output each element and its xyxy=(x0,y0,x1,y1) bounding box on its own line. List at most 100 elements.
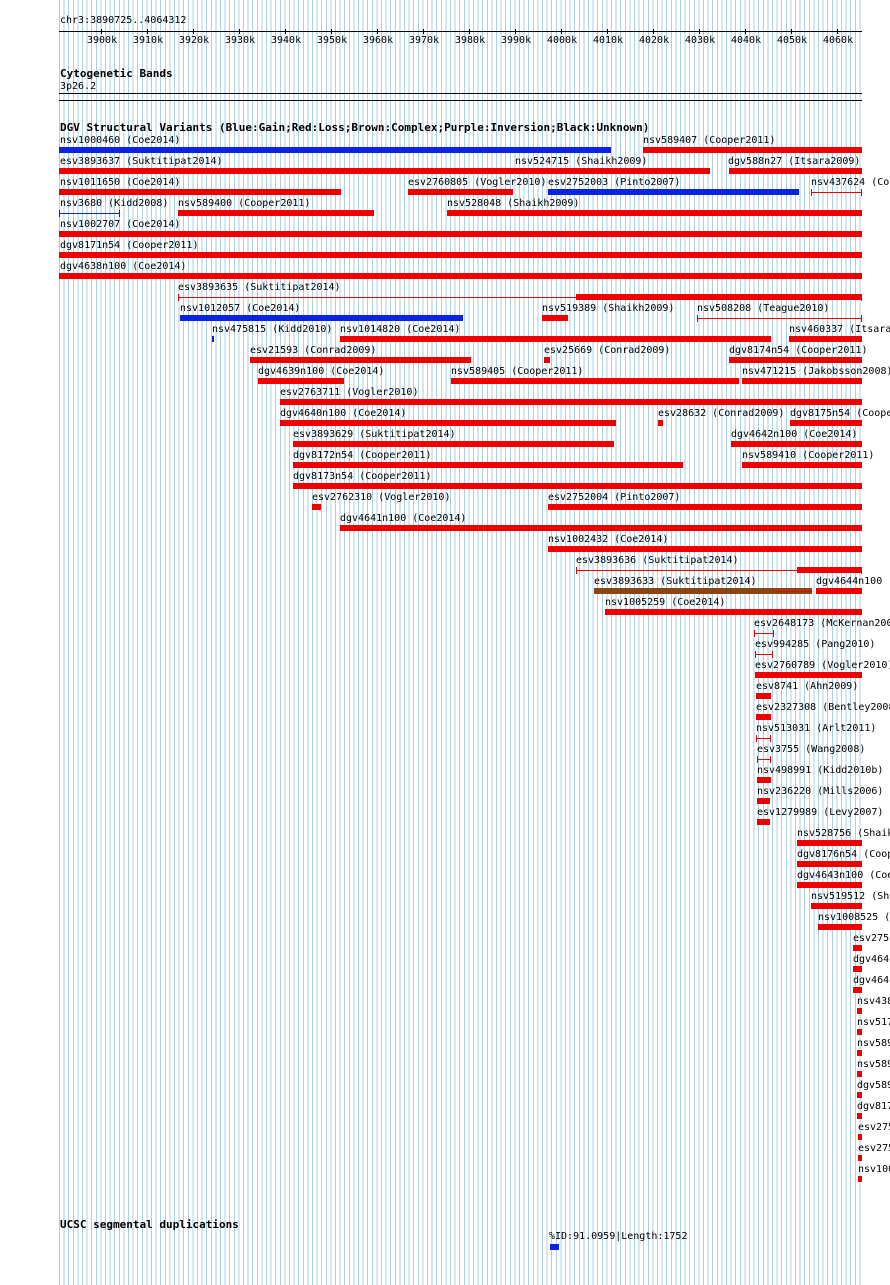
variant-label[interactable]: dgv8171n54 (Cooper2011) xyxy=(60,240,199,251)
variant-label[interactable]: nsv508208 (Teague2010) xyxy=(697,303,830,314)
variant-label[interactable]: nsv519389 (Shaikh2009) xyxy=(542,303,675,314)
variant-label[interactable]: esv21593 (Conrad2009) xyxy=(250,345,377,356)
variant-bar[interactable] xyxy=(258,378,344,384)
variant-label[interactable]: dgv8174n54 (Cooper2011) xyxy=(729,345,868,356)
variant-label[interactable]: dgv4641n100 (Coe2014) xyxy=(340,513,467,524)
variant-line[interactable] xyxy=(757,759,771,760)
variant-label[interactable]: dgv589 xyxy=(857,1080,890,1091)
variant-bar[interactable] xyxy=(576,294,862,300)
variant-label[interactable]: esv25669 (Conrad2009) xyxy=(544,345,671,356)
variant-label[interactable]: nsv589407 (Cooper2011) xyxy=(643,135,776,146)
variant-label[interactable]: dgv4643n100 (Coe xyxy=(797,870,890,881)
variant-bar[interactable] xyxy=(858,1134,862,1140)
variant-label[interactable]: nsv438 xyxy=(857,996,890,1007)
variant-label[interactable]: nsv498991 (Kidd2010b) xyxy=(757,765,884,776)
variant-label[interactable]: esv2648173 (McKernan200 xyxy=(754,618,890,629)
variant-bar[interactable] xyxy=(797,861,862,867)
variant-bar[interactable] xyxy=(857,1092,862,1098)
variant-label[interactable]: dgv4644n100 ( xyxy=(816,576,890,587)
variant-bar[interactable] xyxy=(658,420,663,426)
variant-bar[interactable] xyxy=(548,189,799,195)
variant-bar[interactable] xyxy=(548,546,862,552)
variant-line[interactable] xyxy=(178,297,862,298)
variant-bar[interactable] xyxy=(178,210,374,216)
variant-label[interactable]: nsv513031 (Arlt2011) xyxy=(756,723,877,734)
variant-label[interactable]: nsv460337 (Itsara xyxy=(789,324,890,335)
variant-bar[interactable] xyxy=(797,840,862,846)
variant-label[interactable]: dgv8173n54 (Cooper2011) xyxy=(293,471,432,482)
variant-label[interactable]: nsv100 xyxy=(858,1164,890,1175)
variant-label[interactable]: nsv3680 (Kidd2008) xyxy=(60,198,169,209)
variant-label[interactable]: esv3893629 (Suktitipat2014) xyxy=(293,429,456,440)
variant-line[interactable] xyxy=(776,591,812,592)
variant-bar[interactable] xyxy=(857,1113,862,1119)
variant-label[interactable]: nsv589405 (Cooper2011) xyxy=(451,366,584,377)
variant-bar[interactable] xyxy=(312,504,321,510)
variant-bar[interactable] xyxy=(59,189,341,195)
variant-label[interactable]: esv28632 (Conrad2009) xyxy=(658,408,785,419)
variant-label[interactable]: esv1279989 (Levy2007) xyxy=(757,807,884,818)
variant-bar[interactable] xyxy=(857,1071,862,1077)
variant-bar[interactable] xyxy=(857,1050,862,1056)
variant-label[interactable]: dgv464 xyxy=(853,975,890,986)
cytoband-label[interactable]: 3p26.2 xyxy=(60,81,97,92)
variant-label[interactable]: esv275 xyxy=(858,1122,890,1133)
variant-label[interactable]: nsv528756 (Shaik xyxy=(797,828,890,839)
variant-label[interactable]: esv2752003 (Pinto2007) xyxy=(548,177,681,188)
variant-label[interactable]: nsv589410 (Cooper2011) xyxy=(742,450,875,461)
variant-bar[interactable] xyxy=(340,525,862,531)
variant-label[interactable]: esv2327308 (Bentley2008 xyxy=(756,702,890,713)
variant-bar[interactable] xyxy=(605,609,862,615)
variant-label[interactable]: nsv1005259 (Coe2014) xyxy=(605,597,726,608)
variant-label[interactable]: dgv8176n54 (Coop xyxy=(797,849,890,860)
variant-label[interactable]: esv275 xyxy=(853,933,890,944)
variant-bar[interactable] xyxy=(548,504,862,510)
variant-bar[interactable] xyxy=(731,441,862,447)
variant-label[interactable]: nsv589 xyxy=(857,1059,890,1070)
variant-label[interactable]: dgv817 xyxy=(857,1101,890,1112)
variant-bar[interactable] xyxy=(858,1155,862,1161)
variant-label[interactable]: esv3893636 (Suktitipat2014) xyxy=(576,555,739,566)
variant-bar[interactable] xyxy=(818,924,862,930)
variant-bar[interactable] xyxy=(180,315,463,321)
variant-bar[interactable] xyxy=(797,567,862,573)
variant-bar[interactable] xyxy=(293,462,683,468)
variant-bar[interactable] xyxy=(59,273,862,279)
variant-label[interactable]: esv3893635 (Suktitipat2014) xyxy=(178,282,341,293)
variant-label[interactable]: nsv528048 (Shaikh2009) xyxy=(447,198,580,209)
variant-label[interactable]: dgv4639n100 (Coe2014) xyxy=(258,366,385,377)
variant-label[interactable]: dgv4638n100 (Coe2014) xyxy=(60,261,187,272)
variant-bar[interactable] xyxy=(293,483,862,489)
variant-bar[interactable] xyxy=(811,903,862,909)
variant-bar[interactable] xyxy=(594,588,812,594)
variant-line[interactable] xyxy=(755,654,773,655)
variant-bar[interactable] xyxy=(59,168,710,174)
variant-bar[interactable] xyxy=(857,1008,862,1014)
variant-bar[interactable] xyxy=(797,882,862,888)
variant-line[interactable] xyxy=(754,633,774,634)
variant-bar[interactable] xyxy=(280,420,616,426)
variant-label[interactable]: nsv1014820 (Coe2014) xyxy=(340,324,461,335)
variant-bar[interactable] xyxy=(447,210,862,216)
variant-bar[interactable] xyxy=(59,147,611,153)
variant-bar[interactable] xyxy=(858,1176,862,1182)
variant-line[interactable] xyxy=(697,318,862,319)
variant-bar[interactable] xyxy=(757,777,771,783)
variant-label[interactable]: nsv475815 (Kidd2010) xyxy=(212,324,333,335)
variant-label[interactable]: dgv464 xyxy=(853,954,890,965)
variant-label[interactable]: nsv471215 (Jakobsson2008) xyxy=(742,366,890,377)
variant-bar[interactable] xyxy=(756,714,771,720)
variant-label[interactable]: nsv437624 (Co xyxy=(811,177,890,188)
variant-label[interactable]: nsv1011650 (Coe2014) xyxy=(60,177,181,188)
variant-bar[interactable] xyxy=(789,336,862,342)
variant-label[interactable]: nsv1002432 (Coe2014) xyxy=(548,534,669,545)
variant-label[interactable]: nsv519512 (Sha xyxy=(811,891,890,902)
variant-label[interactable]: esv8741 (Ahn2009) xyxy=(756,681,859,692)
variant-bar[interactable] xyxy=(408,189,513,195)
variant-label[interactable]: dgv588n27 (Itsara2009) xyxy=(728,156,861,167)
variant-label[interactable]: esv2752004 (Pinto2007) xyxy=(548,492,681,503)
variant-label[interactable]: nsv1008525 ( xyxy=(818,912,890,923)
variant-bar[interactable] xyxy=(515,168,710,174)
variant-bar[interactable] xyxy=(729,168,862,174)
